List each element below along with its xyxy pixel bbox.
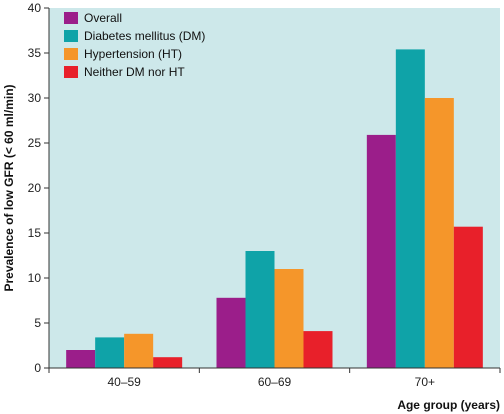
y-tick-label: 25 (28, 136, 42, 150)
bar (153, 357, 183, 368)
bar (274, 269, 304, 368)
bar (66, 350, 96, 368)
bar (395, 49, 425, 369)
bar (424, 98, 454, 368)
x-tick-label: 70+ (415, 375, 435, 389)
bar (453, 226, 483, 368)
bars (66, 49, 483, 369)
y-tick-label: 0 (34, 361, 41, 375)
y-tick-label: 40 (28, 1, 42, 15)
legend-label: Hypertension (HT) (84, 47, 182, 61)
y-tick-label: 5 (34, 316, 41, 330)
x-axis-title: Age group (years) (397, 398, 500, 412)
legend-label: Neither DM nor HT (84, 65, 185, 79)
x-tick-label: 40–59 (107, 375, 141, 389)
legend: Overall Diabetes mellitus (DM) Hypertensio… (64, 11, 205, 79)
bar (124, 333, 154, 368)
y-tick-label: 30 (28, 91, 42, 105)
legend-label: Overall (84, 11, 122, 25)
legend-swatch (64, 66, 78, 78)
y-tick-label: 20 (28, 181, 42, 195)
y-tick-label: 15 (28, 226, 42, 240)
y-axis-title: Prevalence of low GFR (< 60 ml/min) (2, 84, 16, 291)
bar (95, 337, 125, 368)
y-axis-ticks: 0 5 10 15 20 25 30 35 40 (28, 1, 49, 375)
y-tick-label: 35 (28, 46, 42, 60)
legend-swatch (64, 30, 78, 42)
legend-swatch (64, 12, 78, 24)
legend-swatch (64, 48, 78, 60)
x-tick-label: 60–69 (258, 375, 292, 389)
y-tick-label: 10 (28, 271, 42, 285)
legend-label: Diabetes mellitus (DM) (84, 29, 205, 43)
bar (303, 331, 333, 368)
bar (366, 134, 396, 368)
bar (245, 251, 275, 368)
bar (216, 297, 246, 368)
x-axis-ticks: 40–59 60–69 70+ (48, 368, 501, 389)
